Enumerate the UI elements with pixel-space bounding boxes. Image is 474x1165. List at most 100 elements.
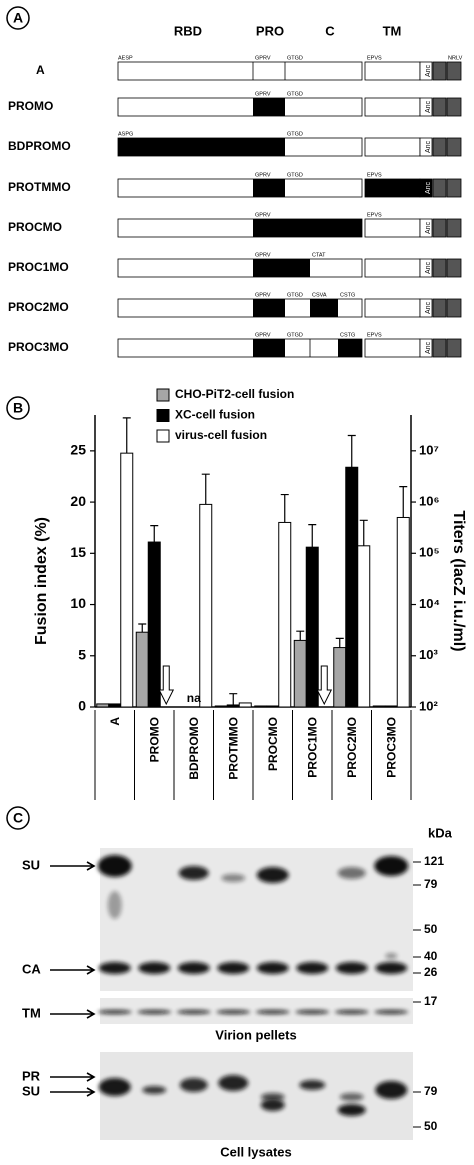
site-label: GTGD [287, 332, 303, 338]
tail-box [446, 61, 462, 81]
y2-tick-label: 10² [419, 698, 438, 713]
construct-name: PROCMO [8, 220, 62, 234]
error-bar [399, 486, 408, 518]
blot-band [337, 1104, 366, 1116]
site-label: CSVA [312, 292, 327, 298]
bar [135, 631, 149, 708]
site-label: GPRV [255, 91, 271, 97]
y-axis-label: Fusion index (%) [33, 517, 50, 645]
site-label: ASPG [118, 131, 133, 137]
band-arrow [50, 965, 96, 975]
construct-name: PROMO [8, 99, 53, 113]
blot-band [177, 962, 210, 974]
anchor-box [419, 338, 433, 358]
y-tick-label: 20 [70, 493, 86, 509]
marker-label: 17 [424, 994, 438, 1008]
anchor-label: Anc [425, 140, 432, 153]
blot-band [374, 1010, 409, 1014]
tm-box [364, 258, 421, 278]
construct-name: A [36, 63, 45, 77]
site-label: CSTG [340, 292, 355, 298]
blot-band [138, 962, 171, 974]
construct-name: PROTMMO [8, 180, 71, 194]
tm-box [364, 218, 421, 238]
site-label: NRLV [448, 55, 463, 61]
blot-band [299, 1080, 326, 1090]
blot-band [334, 1010, 369, 1014]
marker-label: 26 [424, 965, 438, 979]
blot-band [337, 867, 366, 879]
tail-box [446, 97, 462, 117]
x-tick-label: PROC2MO [345, 717, 359, 778]
legend-swatch [156, 429, 170, 443]
domain-box [117, 298, 363, 318]
x-tick-label: PROC3MO [384, 717, 398, 778]
blot-band [375, 962, 408, 974]
panel-letter: A [13, 10, 23, 26]
marker-label: 50 [424, 1119, 438, 1133]
domain-box [117, 61, 363, 81]
marker-label: 79 [424, 877, 438, 891]
anchor-box [419, 218, 433, 238]
construct-name: PROC3MO [8, 340, 69, 354]
bar [254, 705, 268, 708]
blot-band [178, 866, 209, 880]
blot-band [260, 1093, 285, 1101]
blot-band [221, 874, 246, 882]
anchor-box [419, 137, 433, 157]
domain-header: PRO [256, 23, 284, 38]
tail-box [432, 137, 447, 157]
domain-box [117, 178, 363, 198]
bar [357, 545, 371, 708]
site-label: GTGD [287, 131, 303, 137]
bar [226, 704, 240, 708]
blot-band [179, 1078, 208, 1092]
marker-label: 50 [424, 922, 438, 936]
domain-header: RBD [174, 23, 202, 38]
blot-band [256, 867, 289, 883]
bar [199, 503, 213, 708]
blot-band [217, 962, 250, 974]
marker-label: 40 [424, 949, 438, 963]
blot-band [176, 1010, 211, 1014]
below-detection-arrow [316, 665, 333, 706]
legend-swatch [156, 388, 170, 402]
error-bar [335, 637, 344, 648]
panel-letter-circle [6, 396, 30, 420]
bar [120, 452, 134, 708]
tail-box [446, 338, 462, 358]
x-tick-label: PROMO [147, 717, 161, 762]
tail-box [432, 218, 447, 238]
bar [345, 466, 359, 708]
error-bar [201, 473, 210, 505]
x-tick-label: PROCMO [266, 717, 280, 771]
domain-box [117, 258, 363, 278]
bar [147, 541, 161, 708]
swapped-segment [310, 299, 338, 317]
anchor-box [419, 97, 433, 117]
blot-band [137, 1010, 172, 1014]
site-label: GTGD [287, 172, 303, 178]
y2-tick-label: 10⁶ [419, 493, 439, 508]
construct-name: BDPROMO [8, 139, 71, 153]
anchor-label: Anc [425, 261, 432, 274]
blot-lysate [100, 1052, 413, 1140]
band-label: PR [22, 1068, 41, 1083]
site-label: EPVS [367, 332, 382, 338]
blot-band [339, 1093, 364, 1101]
domain-box [117, 97, 363, 117]
legend-label: virus-cell fusion [175, 428, 267, 442]
error-bar [308, 524, 317, 548]
domain-header: C [325, 23, 335, 38]
unit-label: kDa [428, 825, 453, 840]
site-label: GTGD [287, 292, 303, 298]
blot-caption: Virion pellets [215, 1027, 296, 1042]
anchor-box [419, 298, 433, 318]
blot-band [260, 1099, 285, 1111]
error-bar [229, 693, 238, 705]
y2-tick-label: 10⁵ [419, 545, 440, 560]
tail-box [446, 218, 462, 238]
swapped-segment [253, 98, 285, 116]
site-label: EPVS [367, 172, 382, 178]
construct-name: PROC1MO [8, 260, 69, 274]
